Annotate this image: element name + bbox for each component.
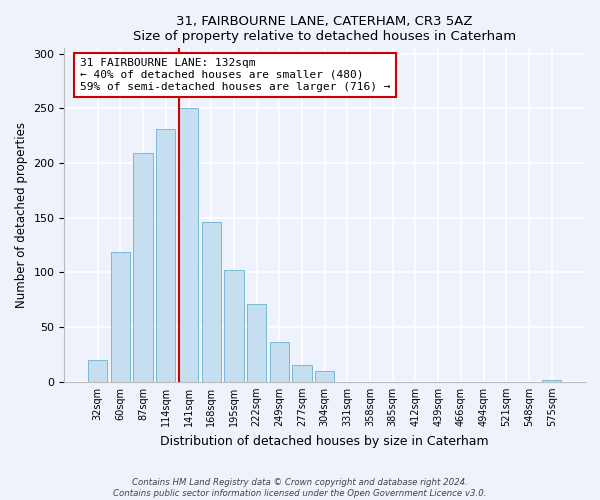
Bar [292,366,311,382]
Bar [179,108,198,382]
Bar [542,380,562,382]
Bar [315,371,334,382]
Bar [224,270,244,382]
Bar [247,304,266,382]
Bar [156,129,175,382]
Text: 31 FAIRBOURNE LANE: 132sqm
← 40% of detached houses are smaller (480)
59% of sem: 31 FAIRBOURNE LANE: 132sqm ← 40% of deta… [80,58,391,92]
X-axis label: Distribution of detached houses by size in Caterham: Distribution of detached houses by size … [160,434,489,448]
Bar [88,360,107,382]
Bar [133,154,153,382]
Y-axis label: Number of detached properties: Number of detached properties [15,122,28,308]
Title: 31, FAIRBOURNE LANE, CATERHAM, CR3 5AZ
Size of property relative to detached hou: 31, FAIRBOURNE LANE, CATERHAM, CR3 5AZ S… [133,15,516,43]
Bar [202,222,221,382]
Text: Contains HM Land Registry data © Crown copyright and database right 2024.
Contai: Contains HM Land Registry data © Crown c… [113,478,487,498]
Bar [111,252,130,382]
Bar [269,342,289,382]
